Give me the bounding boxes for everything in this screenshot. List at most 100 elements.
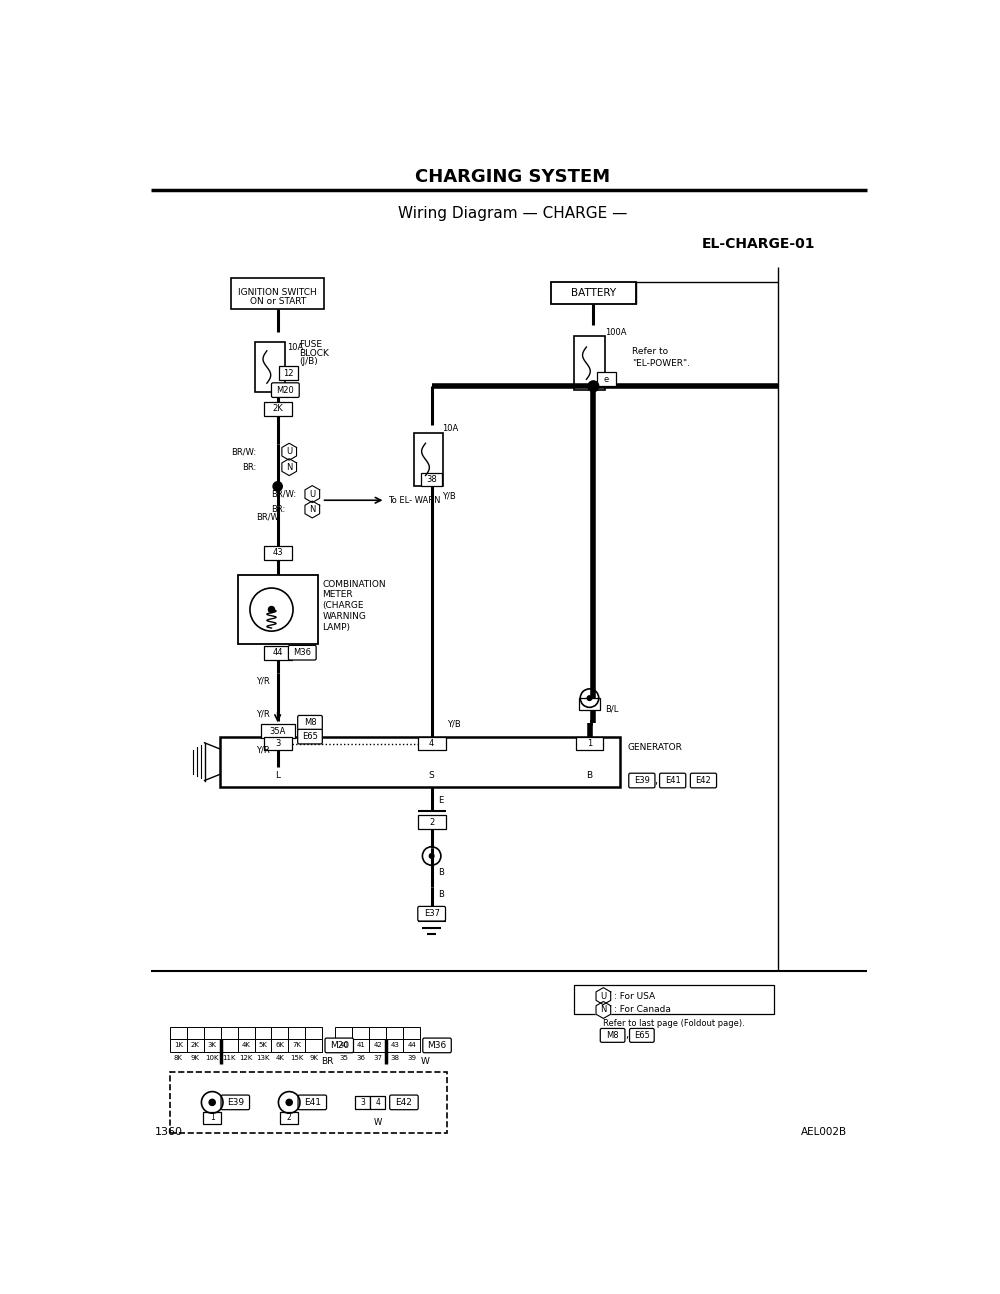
FancyBboxPatch shape — [288, 1039, 305, 1052]
FancyBboxPatch shape — [403, 1039, 420, 1052]
FancyBboxPatch shape — [204, 1039, 221, 1052]
FancyBboxPatch shape — [629, 774, 655, 788]
FancyBboxPatch shape — [335, 1027, 352, 1039]
Polygon shape — [305, 501, 320, 518]
Text: B: B — [438, 868, 444, 877]
Text: M8: M8 — [606, 1031, 619, 1040]
FancyBboxPatch shape — [238, 1039, 255, 1052]
Text: 44: 44 — [407, 1043, 416, 1048]
FancyBboxPatch shape — [355, 1096, 370, 1109]
Text: 3: 3 — [275, 739, 280, 748]
Text: 2: 2 — [429, 818, 434, 827]
Text: U: U — [286, 448, 292, 457]
Text: B: B — [586, 771, 593, 780]
Text: W: W — [421, 1057, 430, 1066]
FancyBboxPatch shape — [221, 1095, 250, 1110]
FancyBboxPatch shape — [386, 1027, 403, 1039]
Text: METER: METER — [322, 590, 353, 599]
FancyBboxPatch shape — [271, 1039, 288, 1052]
Text: WARNING: WARNING — [322, 612, 366, 621]
Circle shape — [286, 1100, 292, 1105]
FancyBboxPatch shape — [231, 278, 324, 309]
Text: 12: 12 — [283, 369, 294, 378]
FancyBboxPatch shape — [220, 736, 620, 787]
Circle shape — [587, 696, 592, 700]
FancyBboxPatch shape — [221, 1027, 238, 1039]
Text: M20: M20 — [330, 1040, 349, 1049]
Text: E39: E39 — [634, 776, 650, 785]
Text: B/L: B/L — [605, 704, 618, 713]
Text: M20: M20 — [276, 386, 294, 395]
Text: To EL- WARN: To EL- WARN — [388, 496, 440, 505]
Text: 39: 39 — [407, 1055, 416, 1061]
Text: 10A: 10A — [442, 424, 459, 433]
Circle shape — [209, 1100, 215, 1105]
Text: 38: 38 — [390, 1055, 399, 1061]
FancyBboxPatch shape — [271, 1027, 288, 1039]
FancyBboxPatch shape — [690, 774, 717, 788]
Polygon shape — [305, 485, 320, 502]
Polygon shape — [282, 444, 297, 461]
FancyBboxPatch shape — [261, 725, 295, 738]
Text: e: e — [604, 375, 609, 384]
FancyBboxPatch shape — [574, 336, 605, 389]
Text: 41: 41 — [356, 1043, 365, 1048]
FancyBboxPatch shape — [574, 985, 774, 1013]
Text: : For Canada: : For Canada — [614, 1005, 671, 1014]
Text: ,: , — [625, 1030, 628, 1040]
FancyBboxPatch shape — [390, 1095, 418, 1110]
Text: (CHARGE: (CHARGE — [322, 602, 364, 611]
Text: BR:: BR: — [271, 505, 286, 514]
Text: N: N — [600, 1005, 607, 1014]
Text: S: S — [429, 771, 435, 780]
Text: E65: E65 — [302, 732, 318, 741]
Text: 4K: 4K — [242, 1043, 251, 1048]
FancyBboxPatch shape — [576, 736, 603, 751]
Text: 10A: 10A — [287, 343, 303, 352]
Text: 1: 1 — [210, 1113, 215, 1122]
Text: CHARGING SYSTEM: CHARGING SYSTEM — [415, 168, 610, 186]
Text: ON or START: ON or START — [250, 298, 306, 307]
Text: 9K: 9K — [191, 1055, 200, 1061]
FancyBboxPatch shape — [335, 1039, 352, 1052]
Text: L: L — [275, 771, 280, 780]
Polygon shape — [596, 987, 611, 1004]
Text: Y/B: Y/B — [442, 492, 456, 501]
FancyBboxPatch shape — [597, 373, 616, 387]
Text: 4: 4 — [429, 739, 434, 748]
Text: W: W — [374, 1118, 382, 1127]
Text: ,: , — [654, 775, 657, 785]
Text: Wiring Diagram — CHARGE —: Wiring Diagram — CHARGE — — [398, 206, 627, 220]
Text: 100A: 100A — [605, 327, 626, 336]
Text: Y/R: Y/R — [256, 677, 270, 686]
Text: 10K: 10K — [205, 1055, 219, 1061]
FancyBboxPatch shape — [386, 1039, 403, 1052]
FancyBboxPatch shape — [170, 1071, 447, 1134]
Text: E: E — [438, 796, 443, 805]
Text: 1360: 1360 — [154, 1127, 182, 1136]
FancyBboxPatch shape — [170, 1039, 187, 1052]
FancyBboxPatch shape — [305, 1039, 322, 1052]
Circle shape — [588, 380, 599, 392]
Circle shape — [273, 481, 282, 490]
Text: 37: 37 — [373, 1055, 382, 1061]
FancyBboxPatch shape — [370, 1096, 385, 1109]
Text: 9K: 9K — [309, 1055, 318, 1061]
FancyBboxPatch shape — [298, 730, 322, 744]
Text: 3: 3 — [360, 1097, 365, 1106]
FancyBboxPatch shape — [369, 1039, 386, 1052]
Text: BR/W:: BR/W: — [231, 448, 256, 457]
FancyBboxPatch shape — [187, 1039, 204, 1052]
Text: Refer to last page (Foldout page).: Refer to last page (Foldout page). — [603, 1018, 745, 1027]
FancyBboxPatch shape — [352, 1027, 369, 1039]
Text: 1: 1 — [587, 739, 592, 748]
Text: "EL-POWER".: "EL-POWER". — [632, 360, 690, 369]
Text: BR:: BR: — [242, 463, 256, 471]
Text: 2K: 2K — [272, 404, 283, 413]
FancyBboxPatch shape — [418, 736, 446, 751]
Text: E39: E39 — [227, 1097, 244, 1106]
Text: N: N — [286, 463, 292, 471]
FancyBboxPatch shape — [279, 366, 298, 380]
FancyBboxPatch shape — [414, 433, 443, 485]
Text: BR/W: BR/W — [256, 512, 279, 521]
